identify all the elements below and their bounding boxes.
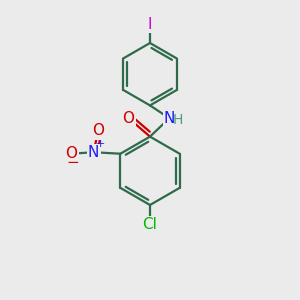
Text: O: O [92, 123, 104, 138]
Text: N: N [88, 145, 99, 160]
Text: N: N [164, 111, 175, 126]
Text: O: O [123, 111, 135, 126]
Text: I: I [148, 17, 152, 32]
Text: O: O [65, 146, 77, 161]
Text: +: + [95, 139, 105, 149]
Text: −: − [67, 154, 79, 169]
Text: Cl: Cl [142, 217, 158, 232]
Text: H: H [172, 113, 183, 127]
